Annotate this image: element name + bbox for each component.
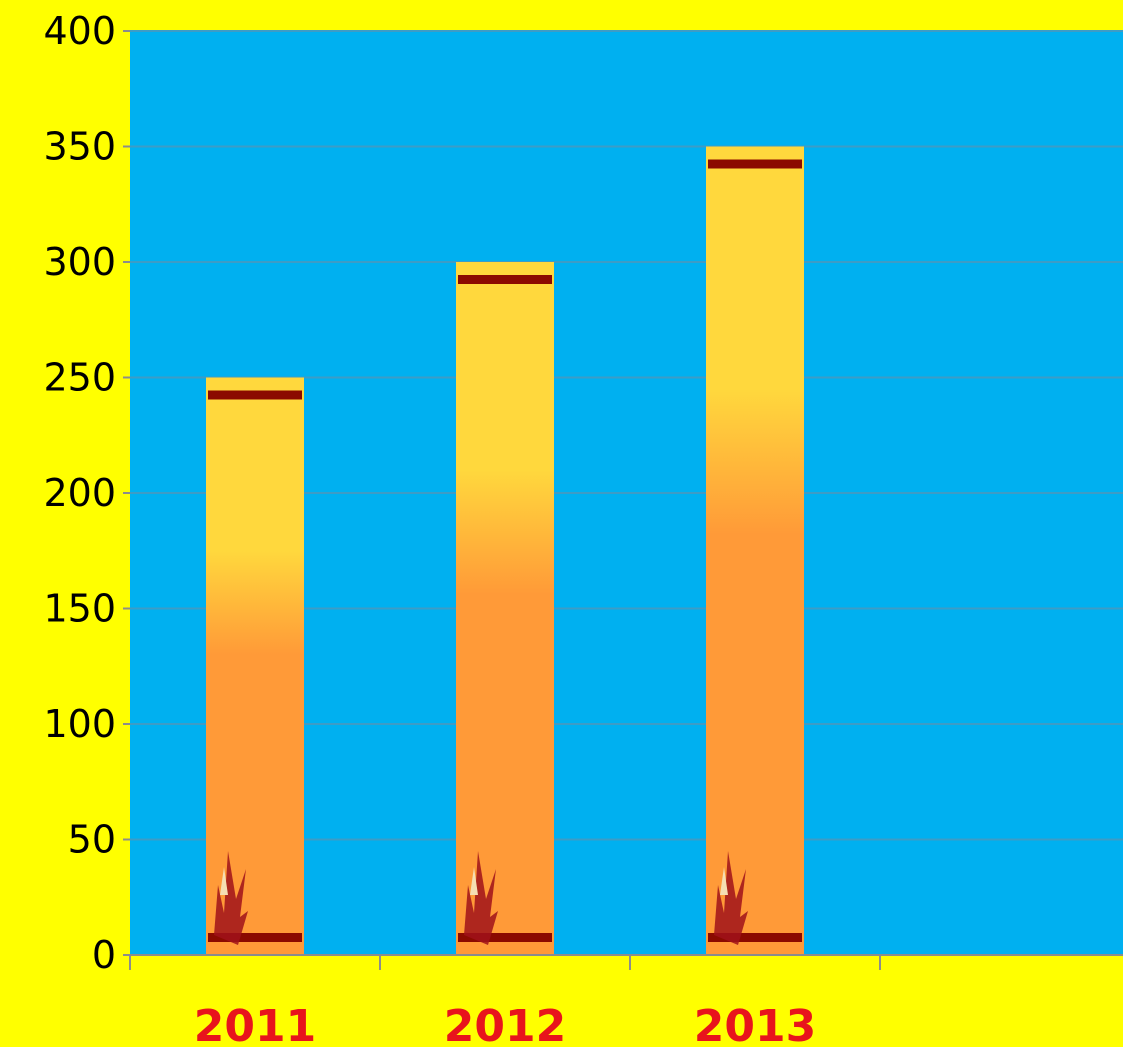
bar-bottom-band <box>458 933 552 942</box>
y-tick-label: 200 <box>43 471 116 515</box>
y-tick-label: 250 <box>43 356 116 400</box>
bar-2011 <box>206 377 304 955</box>
y-tick-label: 400 <box>43 9 116 53</box>
bar <box>206 377 304 955</box>
y-axis: 0 50 100 150 200 250 300 350 400 <box>43 9 130 977</box>
y-tick-label: 50 <box>68 818 116 862</box>
bar <box>706 146 804 955</box>
y-tick-label: 350 <box>43 125 116 169</box>
bar-2013 <box>706 146 804 955</box>
y-tick-label: 0 <box>92 933 116 977</box>
x-tick-label: 2012 <box>444 1001 566 1047</box>
flame-highlight <box>720 867 728 895</box>
bars <box>206 146 804 955</box>
y-tick-label: 100 <box>43 702 116 746</box>
bar-top-band <box>458 275 552 284</box>
y-tick-label: 300 <box>43 240 116 284</box>
bar-bottom-band <box>708 933 802 942</box>
x-tick-label: 2013 <box>694 1001 816 1047</box>
flame-decoration <box>214 851 248 945</box>
y-tick-label: 150 <box>43 587 116 631</box>
flame-highlight <box>470 867 478 895</box>
flame-decoration <box>464 851 498 945</box>
x-axis: 2011 2012 2013 <box>129 954 1123 1047</box>
flame-highlight <box>220 867 228 895</box>
bar-2012 <box>456 262 554 955</box>
bar-bottom-band <box>208 933 302 942</box>
flame-decoration <box>714 851 748 945</box>
bar <box>456 262 554 955</box>
x-tick-label: 2011 <box>194 1001 316 1047</box>
bar-top-band <box>208 390 302 400</box>
bar-top-band <box>708 159 802 169</box>
